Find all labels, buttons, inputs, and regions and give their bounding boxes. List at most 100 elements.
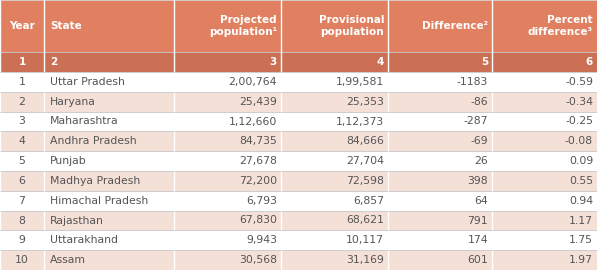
- Text: -1183: -1183: [457, 77, 488, 87]
- Text: -69: -69: [470, 136, 488, 146]
- Text: Madhya Pradesh: Madhya Pradesh: [50, 176, 140, 186]
- Text: 0.55: 0.55: [569, 176, 593, 186]
- Text: Provisional
population: Provisional population: [319, 15, 384, 37]
- Bar: [281, 250, 388, 270]
- Bar: [492, 92, 597, 112]
- Bar: [174, 230, 281, 250]
- Bar: [0, 191, 44, 211]
- Bar: [174, 92, 281, 112]
- Bar: [388, 0, 492, 52]
- Text: Punjab: Punjab: [50, 156, 87, 166]
- Text: 7: 7: [19, 196, 26, 206]
- Text: 6,793: 6,793: [246, 196, 277, 206]
- Bar: [492, 191, 597, 211]
- Bar: [388, 112, 492, 131]
- Text: 27,704: 27,704: [346, 156, 384, 166]
- Text: 2: 2: [19, 97, 26, 107]
- Text: 1,99,581: 1,99,581: [336, 77, 384, 87]
- Bar: [174, 191, 281, 211]
- Text: 9,943: 9,943: [246, 235, 277, 245]
- Bar: [492, 72, 597, 92]
- Bar: [44, 131, 174, 151]
- Text: 6: 6: [19, 176, 26, 186]
- Bar: [174, 112, 281, 131]
- Text: 4: 4: [19, 136, 26, 146]
- Bar: [174, 171, 281, 191]
- Bar: [174, 0, 281, 52]
- Bar: [44, 92, 174, 112]
- Text: 0.94: 0.94: [569, 196, 593, 206]
- Text: Maharashtra: Maharashtra: [50, 116, 119, 127]
- Text: -0.34: -0.34: [565, 97, 593, 107]
- Text: 27,678: 27,678: [239, 156, 277, 166]
- Text: -0.25: -0.25: [565, 116, 593, 127]
- Text: -287: -287: [463, 116, 488, 127]
- Bar: [281, 171, 388, 191]
- Bar: [388, 72, 492, 92]
- Text: 3: 3: [270, 57, 277, 67]
- Text: Difference²: Difference²: [422, 21, 488, 31]
- Text: 9: 9: [19, 235, 26, 245]
- Text: 0.09: 0.09: [569, 156, 593, 166]
- Text: 6: 6: [586, 57, 593, 67]
- Text: 5: 5: [19, 156, 26, 166]
- Bar: [0, 151, 44, 171]
- Text: 1.97: 1.97: [569, 255, 593, 265]
- Text: Uttarakhand: Uttarakhand: [50, 235, 118, 245]
- Text: 25,353: 25,353: [346, 97, 384, 107]
- Bar: [0, 92, 44, 112]
- Bar: [281, 72, 388, 92]
- Text: -0.08: -0.08: [565, 136, 593, 146]
- Text: 72,598: 72,598: [346, 176, 384, 186]
- Text: -0.59: -0.59: [565, 77, 593, 87]
- Bar: [281, 211, 388, 230]
- Bar: [388, 191, 492, 211]
- Bar: [174, 131, 281, 151]
- Bar: [0, 211, 44, 230]
- Text: 84,666: 84,666: [346, 136, 384, 146]
- Text: 72,200: 72,200: [239, 176, 277, 186]
- Bar: [44, 0, 174, 52]
- Text: Himachal Pradesh: Himachal Pradesh: [50, 196, 148, 206]
- Text: 398: 398: [467, 176, 488, 186]
- Text: 8: 8: [19, 215, 26, 225]
- Bar: [388, 151, 492, 171]
- Bar: [0, 131, 44, 151]
- Bar: [44, 151, 174, 171]
- Text: 10,117: 10,117: [346, 235, 384, 245]
- Bar: [492, 230, 597, 250]
- Text: 2,00,764: 2,00,764: [229, 77, 277, 87]
- Text: 10: 10: [15, 255, 29, 265]
- Text: 1.17: 1.17: [569, 215, 593, 225]
- Bar: [492, 151, 597, 171]
- Bar: [0, 250, 44, 270]
- Bar: [388, 52, 492, 72]
- Bar: [281, 0, 388, 52]
- Text: 84,735: 84,735: [239, 136, 277, 146]
- Bar: [174, 151, 281, 171]
- Bar: [492, 250, 597, 270]
- Bar: [0, 52, 44, 72]
- Bar: [492, 52, 597, 72]
- Bar: [174, 211, 281, 230]
- Text: Uttar Pradesh: Uttar Pradesh: [50, 77, 125, 87]
- Bar: [492, 131, 597, 151]
- Text: Assam: Assam: [50, 255, 86, 265]
- Text: State: State: [50, 21, 82, 31]
- Bar: [44, 171, 174, 191]
- Bar: [0, 72, 44, 92]
- Bar: [44, 191, 174, 211]
- Text: 64: 64: [474, 196, 488, 206]
- Bar: [174, 52, 281, 72]
- Bar: [388, 131, 492, 151]
- Text: Rajasthan: Rajasthan: [50, 215, 104, 225]
- Bar: [388, 92, 492, 112]
- Text: 68,621: 68,621: [346, 215, 384, 225]
- Text: 26: 26: [474, 156, 488, 166]
- Bar: [492, 0, 597, 52]
- Text: 1,12,373: 1,12,373: [336, 116, 384, 127]
- Text: Percent
difference³: Percent difference³: [528, 15, 593, 37]
- Bar: [0, 0, 44, 52]
- Bar: [388, 230, 492, 250]
- Text: 4: 4: [377, 57, 384, 67]
